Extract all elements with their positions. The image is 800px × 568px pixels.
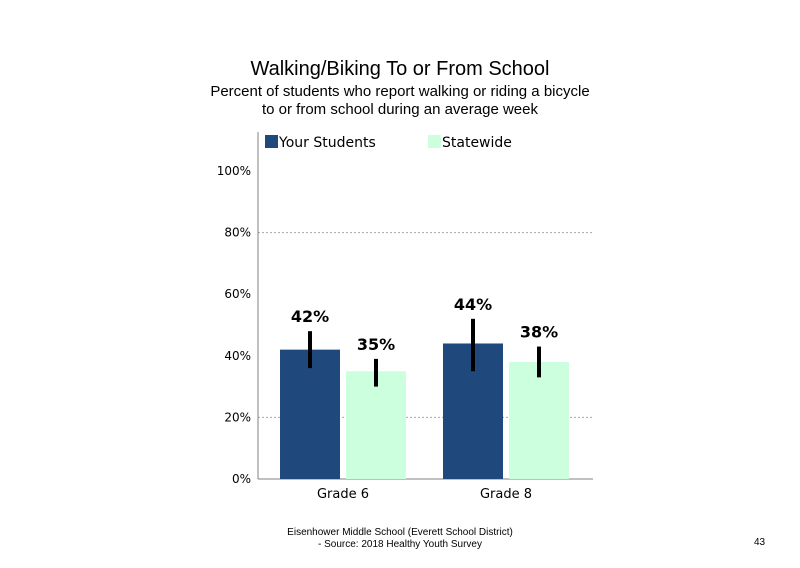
y-tick-label: 0% [232,472,251,486]
bar-your-students-1 [280,349,340,479]
category-label: Grade 6 [317,487,369,502]
chart-title: Walking/Biking To or From School [250,58,550,80]
chart-subtitle-line-2: to or from school during an average week [262,101,538,118]
legend-label: Your Students [278,135,376,151]
data-label: 35% [357,335,395,354]
y-tick-label: 60% [224,287,251,301]
y-tick-label: 100% [217,164,251,178]
y-tick-label: 40% [224,349,251,363]
data-label: 44% [454,295,492,314]
footer-source: - Source: 2018 Healthy Youth Survey [318,539,482,550]
legend-label: Statewide [442,135,512,151]
y-tick-label: 20% [224,410,251,424]
page-number: 43 [754,537,766,548]
footer-school: Eisenhower Middle School (Everett School… [287,527,513,538]
y-tick-label: 80% [224,226,251,240]
legend-swatch [428,135,441,148]
bar-statewide-2 [509,361,569,479]
data-label: 38% [520,323,558,342]
data-label: 42% [291,307,329,326]
category-label: Grade 8 [480,487,532,502]
bar-statewide-1 [346,371,406,479]
legend-swatch [265,135,278,148]
chart-subtitle-line-1: Percent of students who report walking o… [210,83,590,100]
